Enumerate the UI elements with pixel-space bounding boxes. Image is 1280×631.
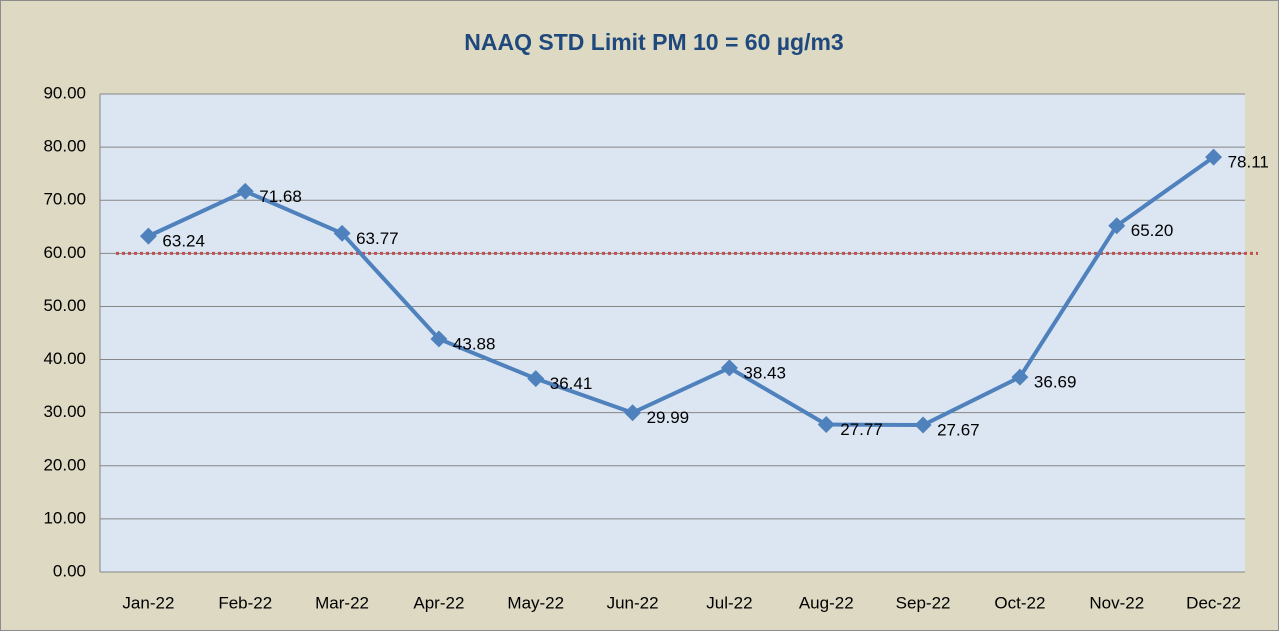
x-tick-label: Feb-22 (218, 593, 272, 612)
data-point (720, 359, 738, 377)
y-tick-label: 70.00 (43, 190, 86, 209)
y-tick-label: 50.00 (43, 296, 86, 315)
y-tick-label: 10.00 (43, 508, 86, 527)
data-point (430, 330, 448, 348)
data-label: 78.11 (1228, 153, 1269, 172)
data-label: 63.24 (162, 232, 205, 251)
y-tick-label: 60.00 (43, 243, 86, 262)
x-tick-label: May-22 (507, 593, 564, 612)
x-tick-label: Jan-22 (122, 593, 174, 612)
data-point (914, 416, 932, 434)
y-tick-label: 20.00 (43, 455, 86, 474)
data-point (333, 224, 351, 242)
data-point (236, 182, 254, 200)
x-tick-label: Jun-22 (607, 593, 659, 612)
data-label: 43.88 (453, 334, 496, 353)
x-tick-label: Oct-22 (994, 593, 1045, 612)
data-line (147, 155, 1215, 428)
x-tick-label: Aug-22 (799, 593, 854, 612)
plot-area (100, 94, 1245, 572)
data-label: 29.99 (647, 408, 690, 427)
data-point (139, 227, 157, 245)
data-point (624, 404, 642, 422)
data-label: 63.77 (356, 229, 399, 248)
data-label: 36.41 (550, 374, 593, 393)
x-tick-label: Mar-22 (315, 593, 369, 612)
data-label: 38.43 (743, 363, 786, 382)
y-tick-label: 80.00 (43, 137, 86, 156)
y-tick-label: 90.00 (43, 83, 86, 102)
data-label: 36.69 (1034, 373, 1077, 392)
y-tick-label: 30.00 (43, 402, 86, 421)
y-tick-label: 40.00 (43, 349, 86, 368)
data-label: 27.77 (840, 420, 883, 439)
chart-title: NAAQ STD Limit PM 10 = 60 µg/m3 (464, 29, 843, 55)
data-point (817, 416, 835, 433)
data-point (527, 370, 545, 388)
data-point (1011, 368, 1029, 386)
data-label: 27.67 (937, 421, 980, 440)
y-tick-label: 0.00 (53, 561, 86, 580)
x-tick-label: Jul-22 (706, 593, 752, 612)
data-label: 65.20 (1131, 221, 1174, 240)
data-label: 71.68 (259, 187, 302, 206)
x-tick-label: Apr-22 (413, 593, 464, 612)
x-tick-label: Nov-22 (1089, 593, 1144, 612)
x-tick-label: Dec-22 (1186, 593, 1241, 612)
x-tick-label: Sep-22 (896, 593, 951, 612)
